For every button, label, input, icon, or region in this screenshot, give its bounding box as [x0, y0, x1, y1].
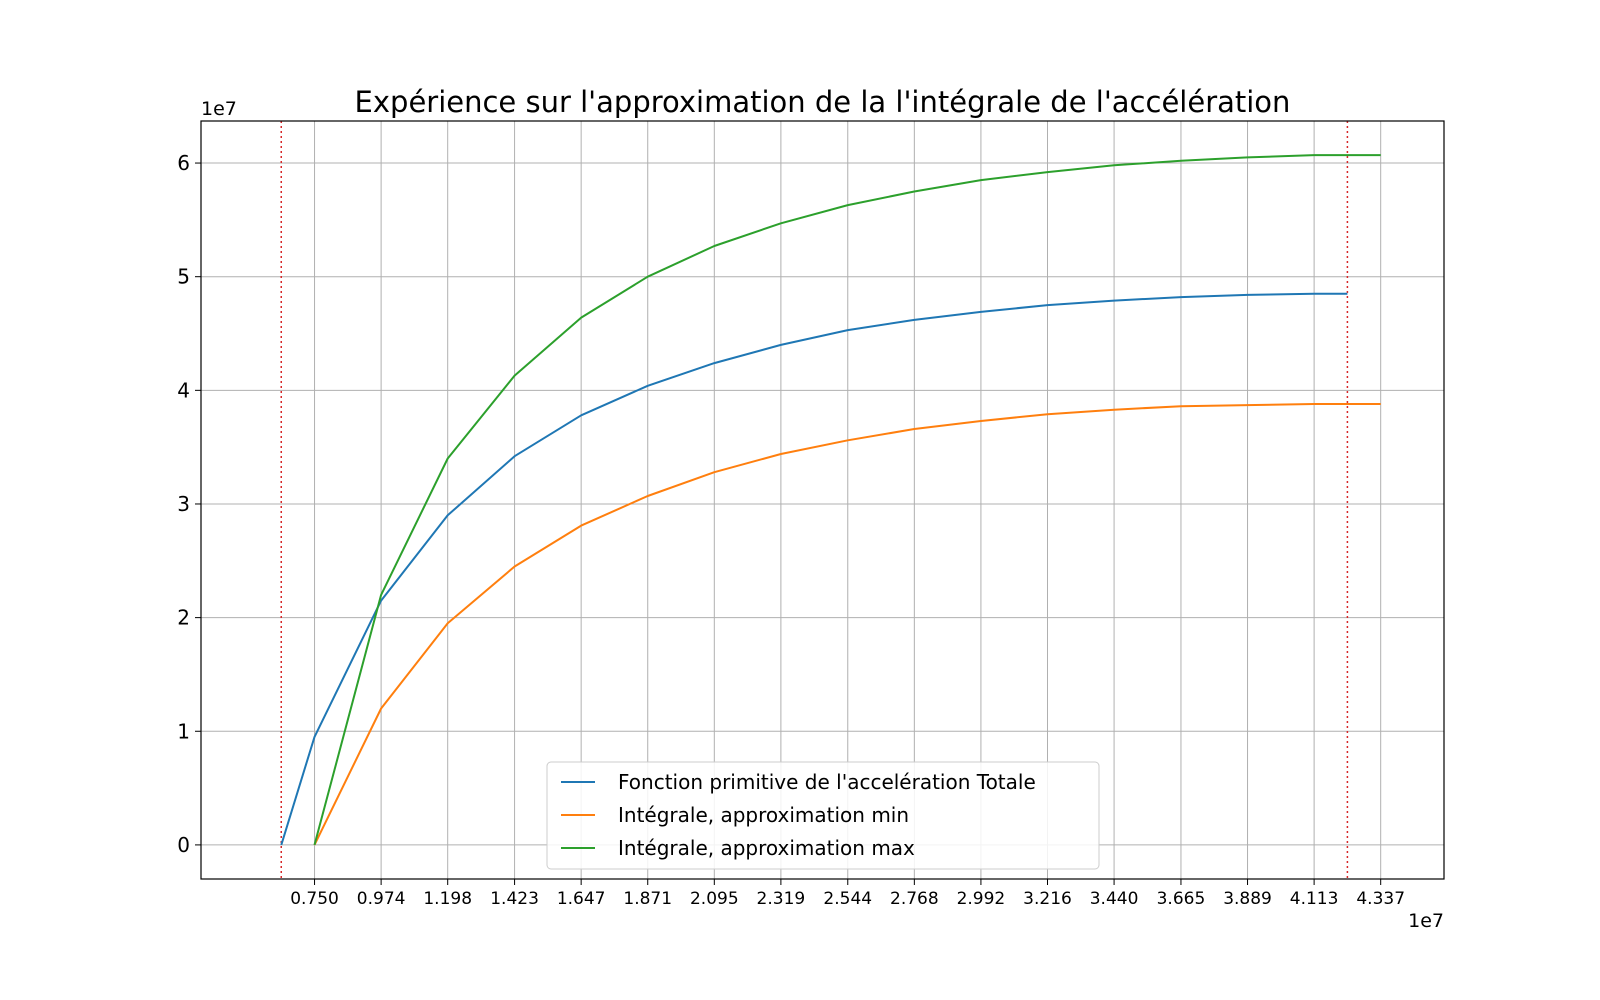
- legend-box: [546, 761, 1100, 870]
- x-tick-label: 1.423: [490, 889, 539, 909]
- x-tick-label: 2.544: [823, 889, 872, 909]
- x-tick-label: 2.095: [690, 889, 739, 909]
- series-lines: [280, 154, 1381, 846]
- x-tick-label: 4.337: [1356, 889, 1405, 909]
- legend-label: Intégrale, approximation max: [618, 836, 915, 860]
- y-tick-label: 4: [177, 378, 190, 402]
- x-tick-label: 3.665: [1157, 889, 1206, 909]
- y-tick-label: 0: [177, 833, 190, 857]
- x-tick-label: 3.440: [1090, 889, 1139, 909]
- x-tick-label: 1.871: [623, 889, 672, 909]
- x-tick-label: 4.113: [1290, 889, 1339, 909]
- y-tick-label: 2: [177, 606, 190, 630]
- x-tick-label: 1.647: [557, 889, 606, 909]
- x-tick-label: 3.889: [1223, 889, 1272, 909]
- axis-ticks: 0.750 0.974 1.198 1.423 1.647 1.871 2.095 2.319…: [177, 151, 1405, 909]
- plot-frame: [200, 120, 1445, 880]
- y-tick-label: 6: [177, 151, 190, 175]
- y-axis-offset-label: 1e7: [201, 98, 237, 120]
- y-tick-label: 1: [177, 719, 190, 743]
- legend: Fonction primitive de l'accelération Tot…: [546, 761, 1100, 870]
- x-axis-offset-label: 1e7: [1408, 910, 1444, 932]
- legend-label: Fonction primitive de l'accelération Tot…: [618, 770, 1036, 794]
- series-line: [313, 403, 1381, 846]
- x-tick-label: 0.750: [290, 889, 339, 909]
- x-tick-label: 2.319: [757, 889, 806, 909]
- legend-label: Intégrale, approximation min: [618, 803, 909, 827]
- x-tick-label: 2.768: [890, 889, 939, 909]
- chart-title: Expérience sur l'approximation de la l'i…: [355, 85, 1291, 119]
- x-tick-label: 1.198: [423, 889, 472, 909]
- x-tick-label: 3.216: [1023, 889, 1072, 909]
- series-line: [313, 154, 1381, 846]
- x-tick-label: 0.974: [357, 889, 406, 909]
- x-tick-label: 2.992: [957, 889, 1006, 909]
- series-line: [280, 292, 1348, 846]
- grid: [201, 121, 1444, 879]
- reference-lines: [280, 121, 1349, 879]
- y-tick-label: 5: [177, 265, 190, 289]
- y-tick-label: 3: [177, 492, 190, 516]
